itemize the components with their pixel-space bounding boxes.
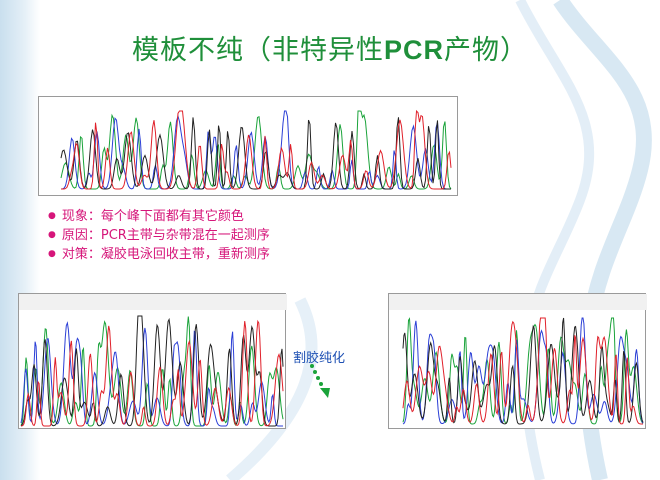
chromatogram-traces [60, 109, 452, 190]
slide-title: 模板不纯（非特异性PCR产物） [0, 28, 660, 67]
title-prefix: 模板不纯（非特异性 [131, 35, 384, 66]
bullet-text: 原因：PCR主带与杂带混在一起测序 [61, 228, 270, 243]
chromatogram-before-top [38, 96, 458, 196]
chromatogram-after-sequence [388, 293, 647, 429]
bullet-text: 现象：每个峰下面都有其它颜色 [61, 209, 244, 224]
title-suffix: 产物） [444, 35, 528, 66]
bullet-dot-icon: ● [48, 230, 56, 240]
trace-g [402, 317, 644, 425]
bullet-dot-icon: ● [48, 211, 56, 221]
bullet-item: ● 现象：每个峰下面都有其它颜色 [48, 207, 270, 226]
dotted-down-arrow-icon [310, 364, 330, 398]
title-pcr: PCR [383, 35, 444, 65]
trace-g [20, 315, 284, 427]
trace-t [20, 319, 284, 427]
bullet-text: 对策：凝胶电泳回收主带，重新测序 [61, 247, 270, 262]
bullet-list: ● 现象：每个峰下面都有其它颜色 ● 原因：PCR主带与杂带混在一起测序 ● 对策：凝… [48, 207, 270, 264]
trace-c [60, 110, 451, 190]
bullet-dot-icon: ● [48, 249, 56, 259]
sequence-header-band [19, 294, 287, 310]
gel-purification-label: 割胶纯化 [293, 351, 346, 366]
trace-t [61, 109, 452, 190]
bullet-item: ● 原因：PCR主带与杂带混在一起测序 [48, 226, 270, 245]
bullet-item: ● 对策：凝胶电泳回收主带，重新测序 [48, 245, 270, 264]
trace-g [60, 117, 451, 190]
chromatogram-traces [389, 294, 647, 425]
trace-c [402, 317, 644, 425]
chromatogram-before-sequence [18, 293, 287, 429]
sequence-header-band [389, 294, 647, 310]
chromatogram-traces [19, 294, 287, 427]
trace-t [402, 317, 643, 425]
